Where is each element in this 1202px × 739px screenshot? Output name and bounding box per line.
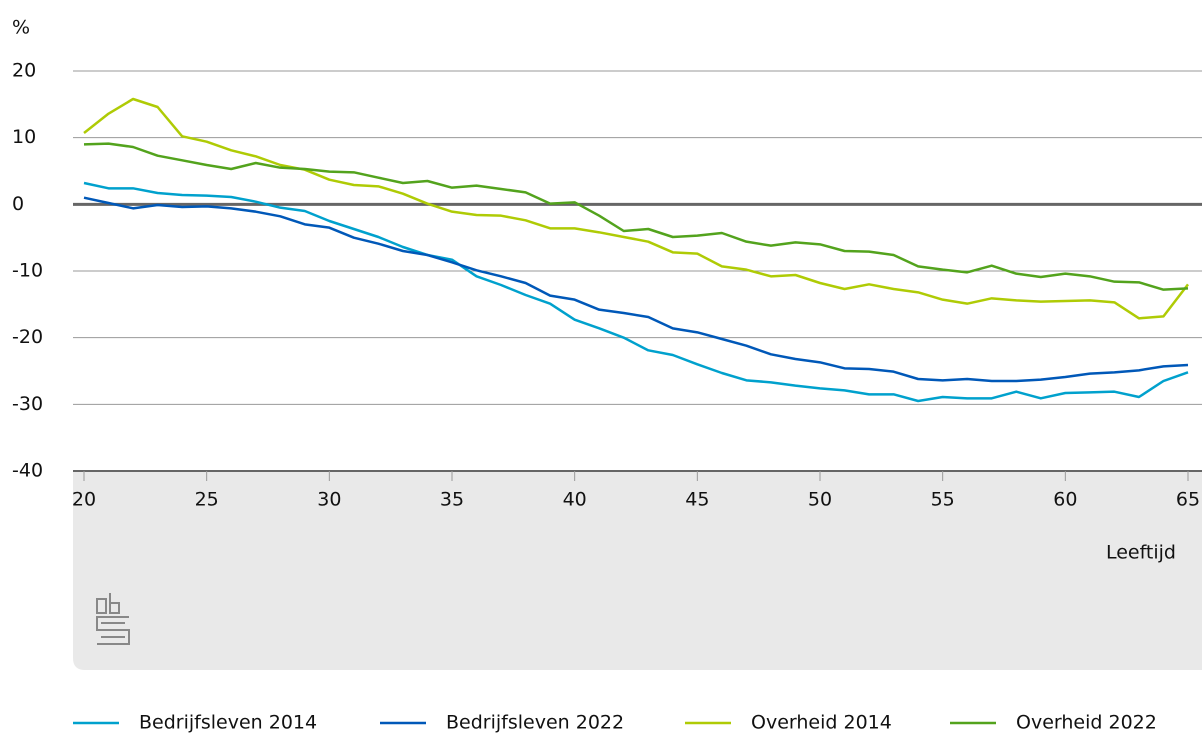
line-series <box>83 196 1189 383</box>
y-tick-label: -40 <box>12 460 43 482</box>
legend-label: Overheid 2014 <box>751 712 892 734</box>
legend-label: Bedrijfsleven 2022 <box>446 712 624 734</box>
y-tick-label: -10 <box>12 260 43 282</box>
x-tick-label: 25 <box>195 489 219 511</box>
y-axis-label: % <box>12 17 30 39</box>
x-tick-label: 65 <box>1176 489 1200 511</box>
x-tick-label: 30 <box>317 489 341 511</box>
x-tick-label: 60 <box>1053 489 1077 511</box>
x-tick-label: 50 <box>808 489 832 511</box>
line-series <box>83 181 1189 403</box>
x-axis-label: Leeftijd <box>1106 542 1176 564</box>
cbs-logo <box>96 593 130 645</box>
line-series <box>83 142 1189 291</box>
x-tick-label: 35 <box>440 489 464 511</box>
x-tick-label: 20 <box>72 489 96 511</box>
axis-panel <box>73 471 1202 670</box>
legend-label: Overheid 2022 <box>1016 712 1157 734</box>
x-tick-label: 40 <box>563 489 587 511</box>
x-tick-label: 45 <box>685 489 709 511</box>
y-tick-label: 20 <box>12 60 36 82</box>
line-series <box>83 97 1189 320</box>
legend-label: Bedrijfsleven 2014 <box>139 712 317 734</box>
y-tick-label: 0 <box>12 193 24 215</box>
x-tick-label: 55 <box>931 489 955 511</box>
y-tick-label: 10 <box>12 126 36 148</box>
y-tick-label: -30 <box>12 393 43 415</box>
y-tick-label: -20 <box>12 326 43 348</box>
